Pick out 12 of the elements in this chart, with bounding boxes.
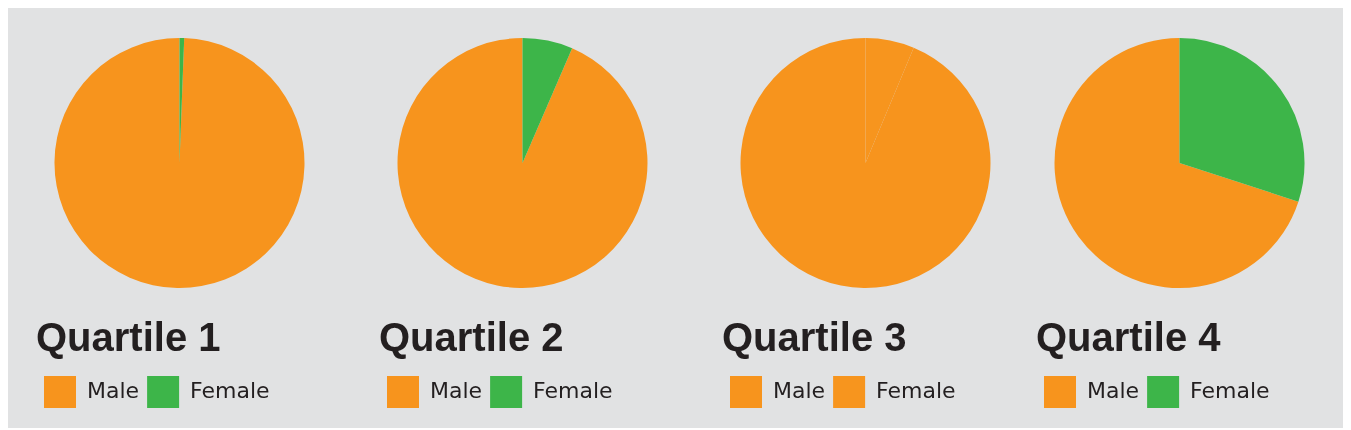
legend-label: Male bbox=[773, 377, 826, 403]
legend-label: Male bbox=[1087, 377, 1140, 403]
legend-label: Female bbox=[876, 377, 956, 403]
text: Quartile 1 bbox=[36, 315, 221, 360]
legend-label: Male bbox=[87, 377, 140, 403]
text: Quartile 3 bbox=[722, 315, 907, 360]
legend-label: Male bbox=[430, 377, 483, 403]
legend-label: Female bbox=[533, 377, 613, 403]
legend-label: Female bbox=[1190, 377, 1270, 403]
legend-label: Female bbox=[190, 377, 270, 403]
text: Quartile 4 bbox=[1036, 315, 1222, 360]
text: Quartile 2 bbox=[379, 315, 564, 360]
